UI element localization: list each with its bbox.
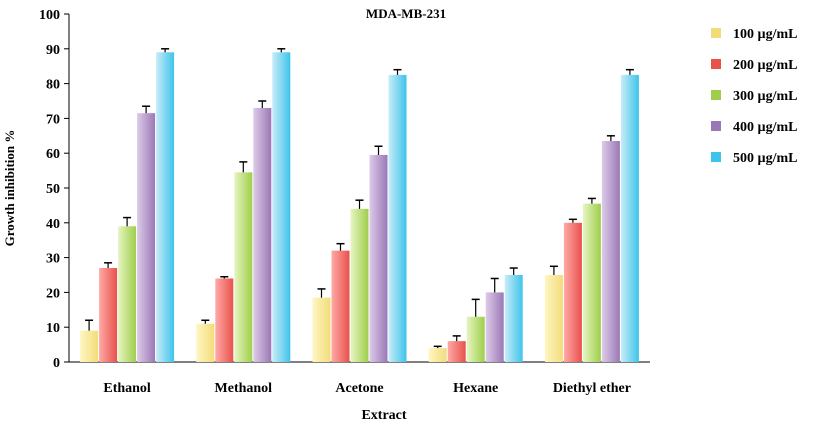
x-tick-label: Methanol <box>215 381 273 396</box>
bar-ethanol-2 <box>99 268 118 362</box>
legend-swatch <box>711 90 721 100</box>
x-tick-label: Diethyl ether <box>553 381 631 396</box>
bar-diethyl-ether-5 <box>620 74 639 363</box>
legend-label: 500 µg/mL <box>733 151 797 166</box>
chart-title: MDA-MB-231 <box>366 6 446 21</box>
bar-ethanol-5 <box>156 52 175 362</box>
bar-diethyl-ether-1 <box>544 275 563 362</box>
bar-acetone-4 <box>369 154 388 362</box>
bar-diethyl-ether-3 <box>582 203 601 362</box>
bar-ethanol-1 <box>80 330 99 362</box>
y-tick-label: 80 <box>46 78 60 93</box>
y-tick-label: 10 <box>46 321 60 336</box>
legend-label: 200 µg/mL <box>733 58 797 73</box>
bar-methanol-1 <box>196 323 215 362</box>
bar-acetone-1 <box>312 297 331 362</box>
bar-diethyl-ether-4 <box>601 141 620 362</box>
legend-label: 300 µg/mL <box>733 89 797 104</box>
legend-swatch <box>711 28 721 38</box>
legend-swatch <box>711 59 721 69</box>
y-tick-label: 30 <box>46 252 60 267</box>
bar-diethyl-ether-2 <box>563 222 582 362</box>
y-tick-label: 100 <box>39 8 60 23</box>
x-tick-label: Ethanol <box>103 381 151 396</box>
y-axis-label: Growth inhibition % <box>2 130 17 247</box>
y-tick-label: 90 <box>46 43 60 58</box>
legend-swatch <box>711 121 721 131</box>
y-tick-label: 60 <box>46 147 60 162</box>
y-tick-label: 70 <box>46 112 60 127</box>
x-tick-label: Acetone <box>335 381 383 396</box>
bar-methanol-3 <box>234 172 253 362</box>
bar-acetone-5 <box>388 74 407 363</box>
y-tick-label: 40 <box>46 217 60 232</box>
legend-label: 400 µg/mL <box>733 120 797 135</box>
legend: 100 µg/mL 200 µg/mL 300 µg/mL 400 µg/mL 500 … <box>711 27 797 166</box>
x-axis-label: Extract <box>361 408 406 423</box>
bar-acetone-2 <box>331 250 350 362</box>
bar-ethanol-4 <box>137 113 156 363</box>
bar-methanol-2 <box>215 278 234 362</box>
bar-methanol-5 <box>272 52 291 362</box>
bar-ethanol-3 <box>118 226 137 362</box>
bar-hexane-2 <box>447 341 466 362</box>
x-axis: Ethanol Methanol Acetone Hexane Diethyl ethe… <box>69 361 650 396</box>
x-tick-label: Hexane <box>453 381 498 396</box>
y-tick-label: 0 <box>53 356 60 371</box>
y-tick-label: 50 <box>46 182 60 197</box>
y-axis: 0 10 20 30 40 50 60 70 80 90 100 <box>39 8 70 371</box>
legend-swatch <box>711 152 721 162</box>
legend-label: 100 µg/mL <box>733 27 797 42</box>
y-tick-label: 20 <box>46 286 60 301</box>
bar-hexane-3 <box>466 316 485 362</box>
bar-methanol-4 <box>253 107 272 363</box>
bar-hexane-4 <box>485 292 504 362</box>
bar-hexane-1 <box>428 348 447 362</box>
bars <box>80 48 639 363</box>
bar-acetone-3 <box>350 208 369 362</box>
bar-hexane-5 <box>504 275 523 362</box>
